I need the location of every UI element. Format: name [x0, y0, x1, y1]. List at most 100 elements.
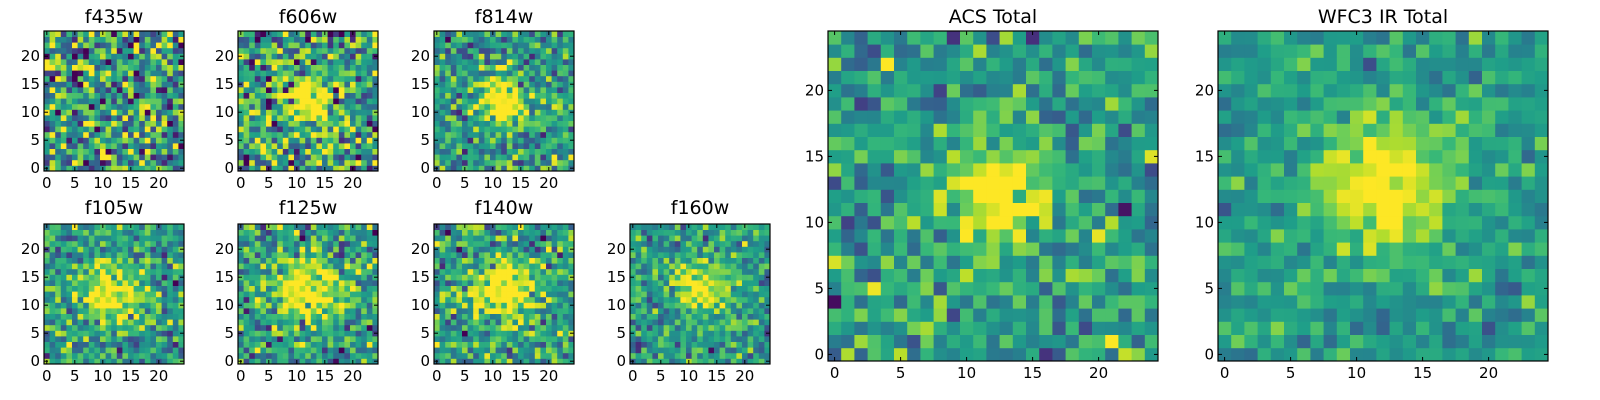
- heatmap-cell: [161, 280, 168, 286]
- heatmap-cell: [327, 268, 334, 275]
- heatmap-cell: [445, 341, 452, 348]
- heatmap-cell: [1039, 281, 1053, 296]
- heatmap-cell: [646, 257, 653, 264]
- heatmap-cell: [523, 87, 530, 93]
- heatmap-cell: [674, 274, 681, 281]
- heatmap-cell: [686, 319, 692, 326]
- heatmap-cell: [946, 176, 961, 190]
- heatmap-cell: [495, 31, 502, 37]
- heatmap-cell: [445, 31, 452, 37]
- heatmap-cell: [1039, 321, 1053, 335]
- heatmap-cell: [260, 47, 267, 54]
- heatmap-cell: [523, 352, 530, 359]
- heatmap-cell: [72, 131, 78, 138]
- heatmap-cell: [72, 246, 78, 253]
- heatmap-cell: [88, 308, 95, 314]
- heatmap-cell: [434, 319, 440, 326]
- heatmap-cell: [714, 240, 720, 247]
- heatmap-cell: [551, 159, 558, 166]
- heatmap-cell: [361, 336, 368, 342]
- heatmap-cell: [764, 324, 771, 331]
- heatmap-cell: [355, 47, 362, 54]
- heatmap-cell: [249, 252, 256, 258]
- heatmap-cell: [100, 131, 106, 138]
- heatmap-cell: [111, 341, 118, 348]
- heatmap-cell: [366, 131, 373, 138]
- heatmap-cell: [310, 308, 317, 314]
- heatmap-cell: [747, 280, 754, 286]
- heatmap-cell: [450, 137, 457, 144]
- heatmap-cell: [266, 143, 272, 149]
- heatmap-cell: [478, 131, 485, 138]
- heatmap-cell: [44, 313, 50, 320]
- heatmap-cell: [299, 70, 306, 77]
- heatmap-cell: [133, 98, 140, 105]
- heatmap-cell: [100, 137, 106, 144]
- heatmap-cell: [66, 330, 73, 337]
- heatmap-cell: [271, 115, 278, 121]
- heatmap-cell: [94, 103, 101, 110]
- heatmap-cell: [366, 148, 373, 155]
- heatmap-cell: [254, 302, 261, 309]
- heatmap-cell: [534, 31, 541, 37]
- heatmap-cell: [116, 324, 123, 331]
- heatmap-cell: [88, 98, 95, 105]
- heatmap-cell: [719, 308, 726, 314]
- heatmap-cell: [697, 274, 704, 281]
- heatmap-cell: [294, 336, 300, 342]
- x-tick-label: 10: [483, 174, 502, 192]
- heatmap-cell: [305, 246, 312, 253]
- heatmap-cell: [316, 324, 323, 331]
- heatmap-cell: [55, 280, 62, 286]
- heatmap-cell: [490, 120, 496, 127]
- heatmap-cell: [288, 257, 295, 264]
- heatmap-cell: [562, 336, 569, 342]
- heatmap-cell: [445, 246, 452, 253]
- heatmap-cell: [641, 246, 648, 253]
- heatmap-cell: [725, 336, 732, 342]
- heatmap-cell: [299, 336, 306, 342]
- heatmap-cell: [361, 319, 368, 326]
- heatmap-cell: [122, 87, 129, 93]
- heatmap-cell: [128, 268, 134, 275]
- heatmap-cell: [260, 81, 267, 88]
- heatmap-cell: [641, 291, 648, 298]
- heatmap-cell: [562, 319, 569, 326]
- heatmap-cell: [635, 280, 642, 286]
- heatmap-cell: [562, 42, 569, 49]
- heatmap-cell: [105, 59, 112, 65]
- heatmap-cell: [305, 120, 312, 127]
- heatmap-cell: [674, 358, 681, 365]
- heatmap-cell: [122, 92, 129, 99]
- heatmap-cell: [282, 159, 289, 166]
- heatmap-cell: [986, 229, 1000, 243]
- heatmap-cell: [266, 64, 272, 71]
- heatmap-cell: [238, 98, 244, 105]
- heatmap-cell: [473, 36, 480, 43]
- heatmap-cell: [495, 87, 502, 93]
- heatmap-cell: [546, 103, 552, 110]
- heatmap-cell: [254, 358, 261, 365]
- heatmap-cell: [172, 103, 179, 110]
- heatmap-cell: [361, 252, 368, 258]
- heatmap-cell: [467, 263, 474, 270]
- heatmap-cell: [299, 319, 306, 326]
- heatmap-cell: [907, 321, 921, 335]
- heatmap-cell: [294, 235, 300, 242]
- heatmap-cell: [551, 165, 558, 172]
- heatmap-cell: [490, 87, 496, 93]
- heatmap-cell: [495, 341, 502, 348]
- heatmap-cell: [116, 285, 123, 292]
- heatmap-cell: [495, 92, 502, 99]
- panel-f606w: f606w 0 5 10 15 20 0 5 10 15 20: [214, 6, 384, 194]
- heatmap-cell: [116, 308, 123, 314]
- heatmap-cell: [249, 285, 256, 292]
- heatmap-cell: [83, 115, 90, 121]
- heatmap-cell: [271, 257, 278, 264]
- heatmap-cell: [260, 70, 267, 77]
- heatmap-cell: [445, 308, 452, 314]
- heatmap-cell: [484, 47, 491, 54]
- heatmap-cell: [322, 302, 328, 309]
- heatmap-cell: [736, 341, 743, 348]
- heatmap-cell: [361, 302, 368, 309]
